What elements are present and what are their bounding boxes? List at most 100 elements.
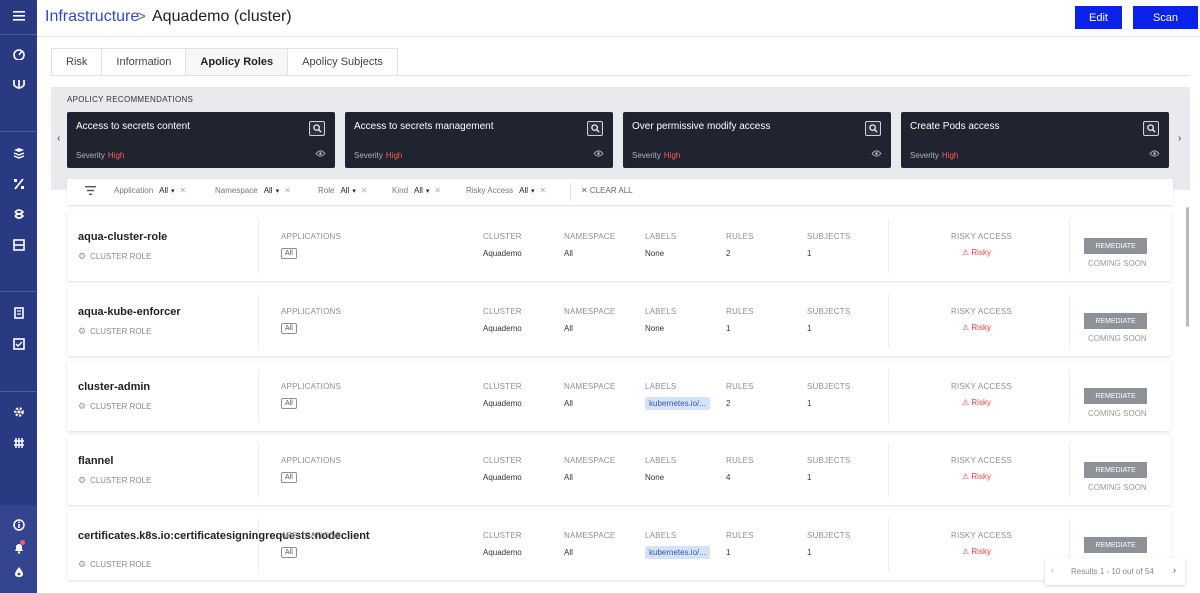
role-type: ⚙ CLUSTER ROLE	[78, 559, 151, 570]
col-header-cluster: CLUSTER	[483, 456, 522, 465]
close-icon[interactable]: ✕	[179, 186, 187, 195]
eye-icon[interactable]	[1149, 149, 1160, 159]
remediate-button[interactable]: REMEDIATE	[1084, 537, 1147, 553]
severity-label: Severity	[76, 151, 105, 160]
page-title: Aquademo (cluster)	[152, 8, 292, 25]
remediate-button[interactable]: REMEDIATE	[1084, 388, 1147, 404]
reco-card-title: Access to secrets content	[76, 121, 190, 132]
eye-icon[interactable]	[593, 149, 604, 159]
col-header-labels: LABELS	[645, 232, 677, 241]
filter-namespace[interactable]: Namespace All ▾ ✕	[215, 186, 291, 195]
reco-severity: Severity High	[76, 151, 124, 160]
col-header-applications: APPLICATIONS	[281, 232, 342, 241]
search-detail-icon[interactable]	[865, 121, 881, 136]
role-name[interactable]: aqua-kube-enforcer	[78, 306, 181, 318]
remediate-button[interactable]: REMEDIATE	[1084, 462, 1147, 478]
col-header-applications: APPLICATIONS	[281, 307, 342, 316]
aqua-logo-icon[interactable]	[0, 71, 37, 99]
settings-icon[interactable]	[0, 398, 37, 426]
images-icon[interactable]	[0, 139, 37, 167]
breadcrumb-infrastructure-link[interactable]: Infrastructure	[45, 8, 140, 25]
tab-information[interactable]: Information	[102, 48, 187, 76]
pagination-prev[interactable]: ‹	[1051, 565, 1054, 575]
workloads-icon[interactable]	[0, 200, 37, 228]
filter-icon[interactable]	[85, 184, 96, 198]
clear-all-button[interactable]: ✕ CLEAR ALL	[581, 186, 633, 195]
applications-chip[interactable]: All	[281, 472, 297, 483]
table-row[interactable]: aqua-cluster-role ⚙ CLUSTER ROLE APPLICAT…	[67, 211, 1171, 281]
col-header-rules: RULES	[726, 456, 754, 465]
menu-icon[interactable]	[0, 2, 37, 30]
search-detail-icon[interactable]	[1143, 121, 1159, 136]
tab-risk[interactable]: Risk	[51, 48, 103, 76]
pagination-next[interactable]: ›	[1173, 565, 1176, 575]
applications-chip[interactable]: All	[281, 398, 297, 409]
role-name[interactable]: aqua-cluster-role	[78, 231, 168, 243]
column-divider	[888, 294, 889, 348]
reco-severity: Severity High	[354, 151, 402, 160]
table-row[interactable]: certificates.k8s.io:certificatesigningre…	[67, 510, 1171, 580]
integrations-icon[interactable]	[0, 429, 37, 457]
notifications-icon[interactable]	[0, 534, 37, 562]
risky-label: Risky	[971, 323, 991, 332]
search-detail-icon[interactable]	[587, 121, 603, 136]
help-icon[interactable]	[0, 511, 37, 539]
filter-role[interactable]: Role All ▾ ✕	[318, 186, 368, 195]
column-divider	[258, 518, 259, 572]
compliance-icon[interactable]	[0, 330, 37, 358]
reco-card[interactable]: Create Pods access Severity High	[901, 112, 1169, 168]
table-row[interactable]: aqua-kube-enforcer ⚙ CLUSTER ROLE APPLICA…	[67, 286, 1171, 356]
label-pill[interactable]: kubernetes.io/...	[645, 397, 710, 410]
column-divider	[888, 518, 889, 572]
close-icon[interactable]: ✕	[284, 186, 291, 195]
severity-value: High	[663, 151, 681, 160]
applications-chip[interactable]: All	[281, 547, 297, 558]
label-pill[interactable]: kubernetes.io/...	[645, 546, 710, 559]
filter-kind[interactable]: Kind All ▾ ✕	[392, 186, 441, 195]
reco-prev-arrow[interactable]: ‹	[57, 133, 61, 144]
risky-badge: ⚠ Risky	[962, 472, 991, 481]
close-icon[interactable]: ✕	[434, 186, 442, 195]
applications-chip[interactable]: All	[281, 248, 297, 259]
tab-apolicy-subjects[interactable]: Apolicy Subjects	[288, 48, 398, 76]
reco-next-arrow[interactable]: ›	[1178, 133, 1182, 144]
col-header-rules: RULES	[726, 307, 754, 316]
risky-label: Risky	[971, 248, 991, 257]
role-name[interactable]: certificates.k8s.io:certificatesigningre…	[78, 530, 370, 542]
search-detail-icon[interactable]	[309, 121, 325, 136]
infrastructure-icon[interactable]	[0, 231, 37, 259]
col-header-rules: RULES	[726, 232, 754, 241]
dashboard-icon[interactable]	[0, 40, 37, 68]
close-icon[interactable]: ✕	[539, 186, 547, 195]
reco-card[interactable]: Access to secrets management Severity Hig…	[345, 112, 613, 168]
role-type: ⚙ CLUSTER ROLE	[78, 326, 151, 337]
reco-card-title: Access to secrets management	[354, 121, 494, 132]
table-row[interactable]: flannel ⚙ CLUSTER ROLE APPLICATIONS All C…	[67, 435, 1171, 505]
account-icon[interactable]	[0, 558, 37, 586]
filter-risky-access[interactable]: Risky Access All ▾ ✕	[466, 186, 546, 195]
edit-button[interactable]: Edit	[1075, 6, 1122, 29]
eye-icon[interactable]	[871, 149, 882, 159]
functions-icon[interactable]	[0, 170, 37, 198]
risky-label: Risky	[971, 472, 991, 481]
eye-icon[interactable]	[315, 149, 326, 159]
role-type: ⚙ CLUSTER ROLE	[78, 475, 151, 486]
reco-card[interactable]: Access to secrets content Severity High	[67, 112, 335, 168]
reco-card[interactable]: Over permissive modify access Severity Hi…	[623, 112, 891, 168]
filter-application[interactable]: Application All ▾ ✕	[114, 186, 186, 195]
column-divider	[888, 369, 889, 423]
role-type-label: CLUSTER ROLE	[90, 327, 152, 336]
risky-badge: ⚠ Risky	[962, 323, 991, 332]
role-name[interactable]: flannel	[78, 455, 114, 467]
close-icon[interactable]: ✕	[360, 186, 368, 195]
scan-button[interactable]: Scan	[1133, 6, 1198, 29]
remediate-button[interactable]: REMEDIATE	[1084, 238, 1147, 254]
applications-chip[interactable]: All	[281, 323, 297, 334]
policies-icon[interactable]	[0, 299, 37, 327]
table-row[interactable]: cluster-admin ⚙ CLUSTER ROLE APPLICATIONS…	[67, 361, 1171, 431]
scrollbar[interactable]	[1186, 207, 1189, 327]
tab-apolicy-roles[interactable]: Apolicy Roles	[186, 48, 289, 76]
remediate-button[interactable]: REMEDIATE	[1084, 313, 1147, 329]
role-name[interactable]: cluster-admin	[78, 381, 151, 393]
coming-soon-label: COMING SOON	[1088, 483, 1147, 492]
